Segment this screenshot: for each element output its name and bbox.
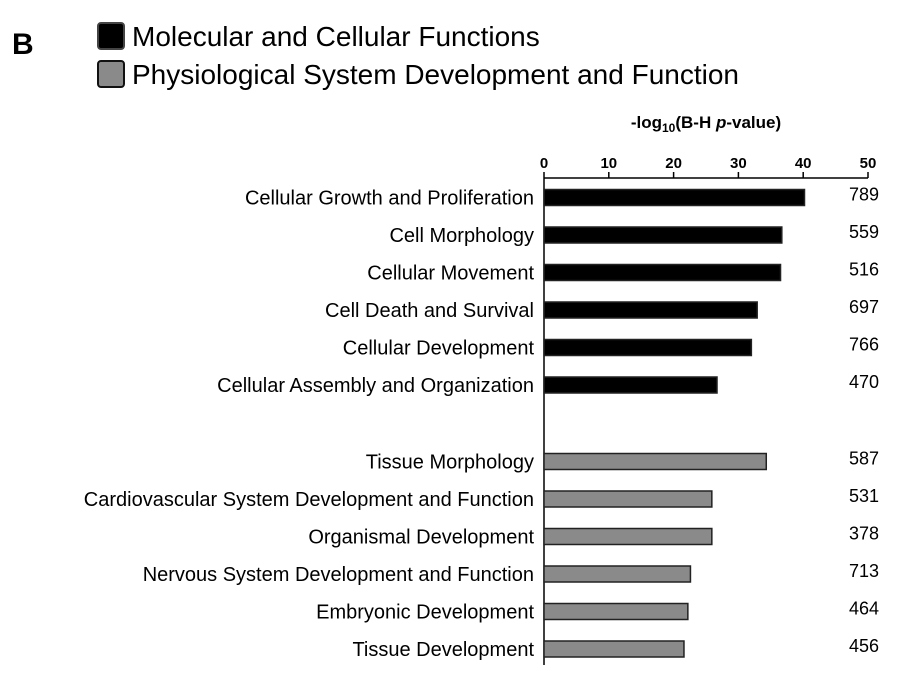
category-label: Cellular Assembly and Organization — [217, 375, 534, 397]
category-label: Nervous System Development and Function — [143, 564, 534, 586]
bars — [543, 188, 806, 658]
panel-letter: B — [12, 28, 34, 61]
count-label: 587 — [849, 449, 879, 469]
x-tick-label: 0 — [540, 155, 548, 172]
bar — [543, 376, 718, 394]
legend-label-molecular: Molecular and Cellular Functions — [132, 21, 540, 52]
count-label: 464 — [849, 599, 879, 619]
category-label: Cell Morphology — [389, 225, 534, 247]
bar — [543, 640, 685, 658]
x-tick-label: 10 — [600, 155, 617, 172]
count-labels: 789 559 516 697 766 470 587 531 378 713 464 456 — [849, 185, 879, 657]
x-tick-label: 20 — [665, 155, 682, 172]
x-tick-label: 30 — [730, 155, 747, 172]
bar — [543, 565, 692, 583]
category-label: Cardiovascular System Development and Fu… — [84, 489, 534, 511]
count-label: 531 — [849, 486, 879, 506]
legend-swatch-physiological — [97, 60, 125, 88]
category-labels: Cellular Growth and Proliferation Cell Mo… — [84, 188, 535, 662]
count-label: 789 — [849, 185, 879, 205]
legend-label-physiological: Physiological System Development and Fun… — [132, 59, 739, 90]
count-label: 470 — [849, 372, 879, 392]
bar — [543, 490, 713, 508]
bar — [543, 263, 782, 282]
category-label: Tissue Development — [352, 639, 534, 661]
legend: Molecular and Cellular Functions Physiol… — [97, 21, 739, 90]
bar — [543, 527, 713, 546]
category-label: Embryonic Development — [316, 602, 534, 624]
count-label: 559 — [849, 222, 879, 242]
category-label: Cellular Movement — [367, 263, 534, 285]
legend-swatch-molecular — [97, 22, 125, 50]
legend-item-molecular: Molecular and Cellular Functions — [97, 21, 540, 52]
x-tick-label: 50 — [860, 155, 877, 172]
bar — [543, 602, 689, 621]
category-label: Cell Death and Survival — [325, 300, 534, 322]
legend-item-physiological: Physiological System Development and Fun… — [97, 59, 739, 90]
count-label: 378 — [849, 524, 879, 544]
category-label: Cellular Growth and Proliferation — [245, 188, 534, 210]
category-label: Cellular Development — [343, 338, 535, 360]
bar — [543, 452, 768, 471]
x-axis-title: -log10(B-H p-value) — [631, 113, 781, 135]
category-label: Organismal Development — [308, 527, 534, 549]
x-tick-label: 40 — [795, 155, 812, 172]
bar — [543, 301, 758, 319]
bar — [543, 188, 806, 207]
count-label: 516 — [849, 260, 879, 280]
count-label: 456 — [849, 636, 879, 656]
category-label: Tissue Morphology — [366, 452, 534, 474]
count-label: 713 — [849, 561, 879, 581]
x-axis: 0 10 20 30 40 50 — [540, 155, 877, 665]
count-label: 697 — [849, 297, 879, 317]
bar — [543, 226, 783, 244]
bar — [543, 338, 753, 357]
count-label: 766 — [849, 335, 879, 355]
